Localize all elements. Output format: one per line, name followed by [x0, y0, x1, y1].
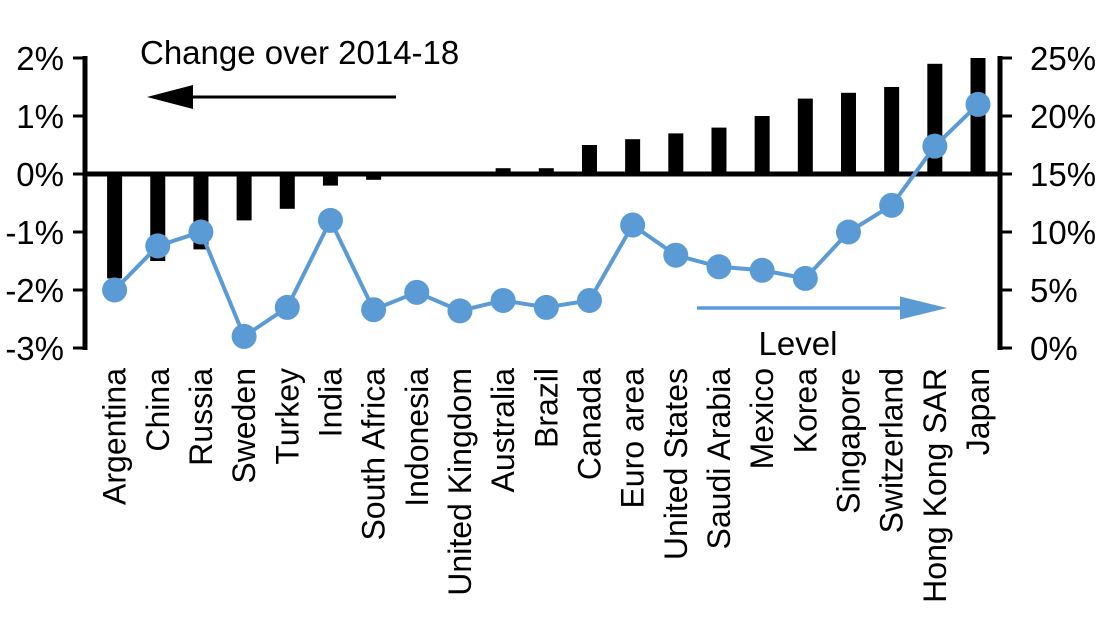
right-axis-tick-label: 15% [1030, 156, 1096, 193]
left-axis-ticks [73, 56, 85, 350]
bar-canada [581, 145, 597, 174]
annotation-change: Change over 2014-18 [140, 34, 459, 109]
right-axis-tick-label: 25% [1030, 40, 1096, 77]
level-marker-korea [792, 265, 818, 291]
level-marker-canada [576, 287, 602, 313]
x-label-brazil: Brazil [528, 368, 564, 448]
line-series-level [102, 91, 991, 349]
annotation-level: Level [697, 296, 947, 362]
bar-mexico [754, 116, 770, 174]
bar-brazil [538, 168, 554, 174]
x-label-euro-area: Euro area [615, 368, 651, 509]
x-label-india: India [312, 368, 348, 438]
level-marker-singapore [835, 219, 861, 245]
left-axis-tick-label: 1% [16, 98, 64, 135]
level-marker-indonesia [404, 279, 430, 305]
x-label-mexico: Mexico [744, 368, 780, 469]
bar-euro-area [625, 139, 641, 174]
left-axis-tick-label: -1% [5, 214, 64, 251]
level-marker-japan [965, 91, 991, 117]
annotation-change-label: Change over 2014-18 [140, 34, 459, 71]
x-axis-category-labels: Argentina China Russia Sweden Turkey India Sou… [97, 368, 996, 603]
level-marker-saudi-arabia [706, 254, 732, 280]
right-axis-tick-label: 5% [1030, 272, 1078, 309]
right-axis-tick-label: 0% [1030, 330, 1078, 367]
x-label-china: China [140, 368, 176, 452]
left-axis-tick-label: 2% [16, 40, 64, 77]
level-marker-russia [188, 219, 214, 245]
right-axis-tick-label: 20% [1030, 98, 1096, 135]
left-axis-tick-label: 0% [16, 156, 64, 193]
right-axis: 25% 20% 15% 10% 5% 0% [997, 40, 1096, 367]
annotation-level-label: Level [759, 325, 838, 362]
x-label-turkey: Turkey [269, 368, 305, 465]
bar-korea [797, 98, 813, 174]
x-label-sweden: Sweden [226, 368, 262, 484]
x-label-japan: Japan [960, 368, 996, 455]
level-marker-turkey [274, 294, 300, 320]
level-marker-united-kingdom [447, 298, 473, 324]
x-label-korea: Korea [787, 368, 823, 454]
bar-switzerland [884, 87, 900, 174]
left-axis: 2% 1% 0% -1% -2% -3% [5, 40, 88, 367]
right-axis-tick-label: 10% [1030, 214, 1096, 251]
left-arrow-icon [147, 85, 396, 109]
level-marker-brazil [533, 294, 559, 320]
x-label-hong-kong-sar: Hong Kong SAR [917, 368, 953, 603]
bar-series-change [107, 58, 986, 279]
x-label-indonesia: Indonesia [399, 368, 435, 507]
bar-turkey [279, 174, 295, 209]
x-label-argentina: Argentina [97, 368, 133, 505]
level-marker-south-africa [361, 297, 387, 323]
x-label-south-africa: South Africa [356, 368, 392, 541]
bar-argentina [107, 174, 123, 279]
right-arrow-icon [697, 296, 947, 320]
bar-india [322, 174, 338, 186]
bar-sweden [236, 174, 252, 221]
right-axis-tick-labels: 25% 20% 15% 10% 5% 0% [1030, 40, 1096, 367]
left-axis-tick-label: -2% [5, 272, 64, 309]
x-label-switzerland: Switzerland [874, 368, 910, 533]
level-marker-hong-kong-sar [922, 133, 948, 159]
x-label-canada: Canada [571, 368, 607, 480]
level-marker-switzerland [879, 192, 905, 218]
left-axis-tick-labels: 2% 1% 0% -1% -2% -3% [5, 40, 64, 367]
level-marker-china [145, 233, 171, 259]
bar-australia [495, 168, 511, 174]
left-axis-tick-label: -3% [5, 330, 64, 367]
x-label-united-states: United States [658, 368, 694, 560]
bar-singapore [840, 92, 856, 174]
level-marker-euro-area [620, 212, 646, 238]
x-label-saudi-arabia: Saudi Arabia [701, 368, 737, 550]
level-marker-mexico [749, 257, 775, 283]
level-marker-sweden [231, 323, 257, 349]
level-marker-india [317, 207, 343, 233]
x-label-australia: Australia [485, 368, 521, 493]
bar-south-africa [366, 174, 382, 180]
x-label-united-kingdom: United Kingdom [442, 368, 478, 596]
x-label-singapore: Singapore [830, 368, 866, 514]
level-marker-argentina [102, 277, 128, 303]
level-marker-australia [490, 287, 516, 313]
bar-united-states [668, 133, 684, 174]
bar-saudi-arabia [711, 127, 727, 174]
level-marker-united-states [663, 242, 689, 268]
x-label-russia: Russia [183, 368, 219, 466]
